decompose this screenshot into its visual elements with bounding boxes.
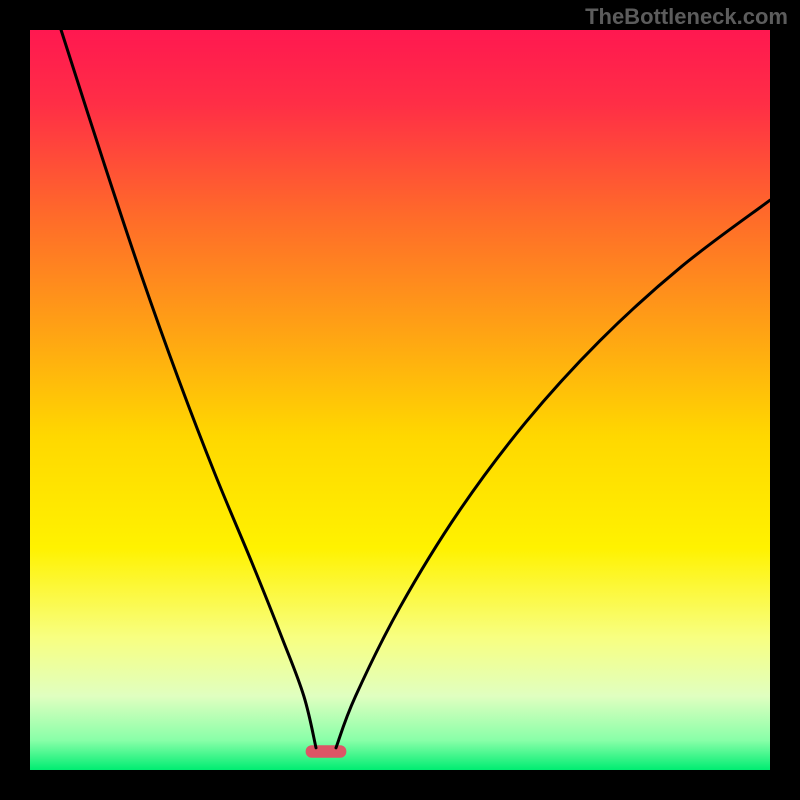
bottleneck-marker: [306, 745, 347, 758]
plot-area: [30, 30, 770, 770]
bottleneck-chart: [0, 0, 800, 800]
chart-svg: [0, 0, 800, 800]
watermark-text: TheBottleneck.com: [585, 4, 788, 30]
